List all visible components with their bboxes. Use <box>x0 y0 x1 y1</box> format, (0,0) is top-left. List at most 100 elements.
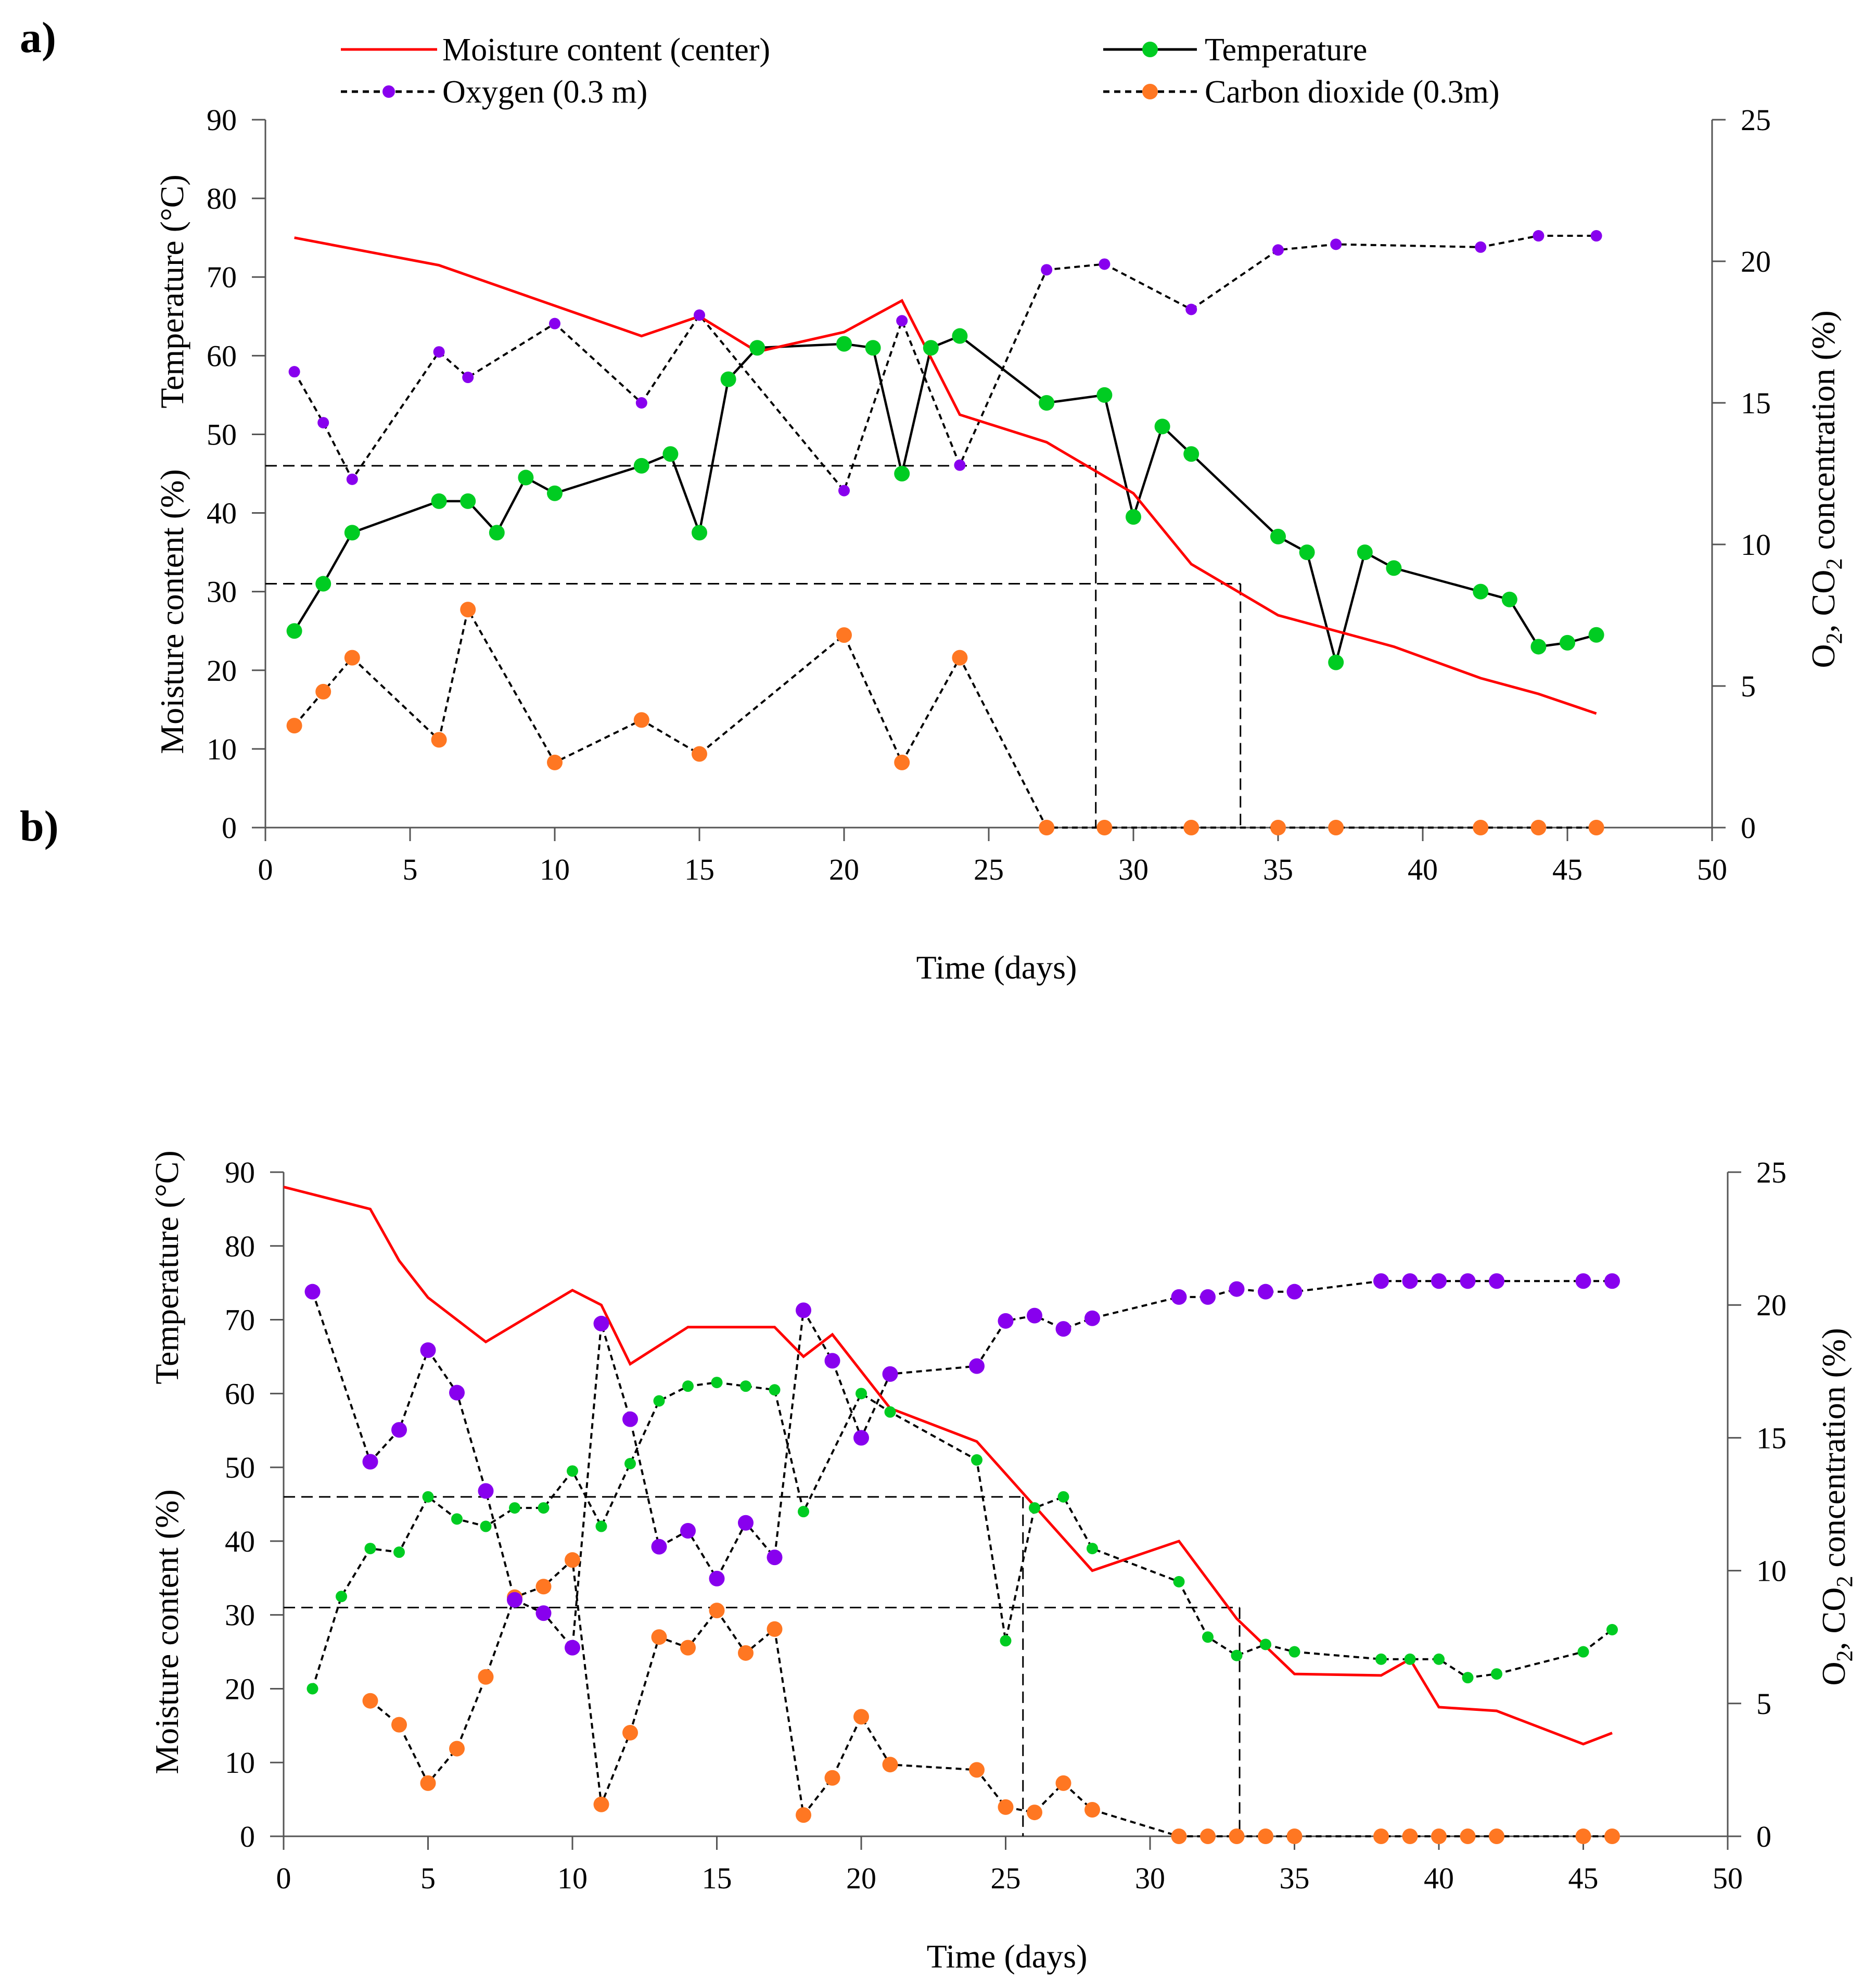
x-tick-label: 35 <box>1263 853 1293 886</box>
temperature-point <box>344 525 360 541</box>
temperature-point <box>1299 544 1315 561</box>
y-right-tick-label: 10 <box>1756 1554 1786 1588</box>
y-left-tick-label: 70 <box>225 1303 255 1337</box>
temperature-point <box>769 1384 781 1396</box>
oxygen-point <box>288 366 300 378</box>
y-left-tick-label: 90 <box>225 1155 255 1189</box>
x-tick-label: 5 <box>420 1861 436 1895</box>
temperature-point <box>1260 1639 1271 1650</box>
co2-point <box>1575 1828 1591 1844</box>
co2-line <box>293 606 1597 829</box>
x-tick-label: 0 <box>258 853 273 886</box>
oxygen-point <box>1330 238 1342 250</box>
oxygen-point <box>1055 1321 1071 1337</box>
temperature-point <box>431 493 447 509</box>
co2-point <box>1489 1828 1504 1844</box>
oxygen-point <box>1460 1273 1476 1289</box>
y-left-tick-label: 80 <box>207 182 237 215</box>
panel-b-tick-labels: 0 10 20 30 40 50 60 70 80 90 0 5 10 15 20 25 0 5 10 15 20 25 3… <box>225 1155 1786 1895</box>
y-right-tick-label: 10 <box>1741 528 1771 562</box>
oxygen-point <box>549 318 560 329</box>
co2-point <box>1055 1775 1071 1791</box>
co2-point <box>709 1603 725 1619</box>
oxygen-point <box>1590 230 1602 242</box>
oxygen-point <box>1575 1273 1591 1289</box>
temperature-point <box>1202 1631 1214 1643</box>
oxygen-point <box>838 485 850 497</box>
panel-b-ylabel-right: O2, CO2 concentration (%) <box>1815 1328 1857 1685</box>
temperature-point <box>1154 418 1170 435</box>
co2-point <box>1431 1828 1447 1844</box>
x-tick-label: 20 <box>846 1861 876 1895</box>
temperature-point <box>1231 1649 1243 1661</box>
temperature-point <box>624 1458 636 1470</box>
y-right-tick-label: 5 <box>1741 669 1756 703</box>
oxygen-point <box>1084 1310 1100 1326</box>
temperature-point <box>662 446 679 462</box>
co2-point <box>1473 820 1489 835</box>
y-left-tick-label: 70 <box>207 260 237 294</box>
temperature-point <box>1530 639 1547 655</box>
temperature-point <box>286 623 302 639</box>
temperature-point <box>480 1520 492 1532</box>
panel-a-axes <box>252 119 1726 841</box>
y-left-tick-label: 0 <box>222 811 237 845</box>
oxygen-point <box>709 1570 725 1586</box>
temperature-point <box>1096 387 1113 403</box>
oxygen-point <box>449 1385 465 1401</box>
temperature-point <box>740 1380 751 1392</box>
oxygen-point <box>954 459 966 471</box>
co2-point <box>738 1645 754 1661</box>
temperature-point <box>884 1406 896 1418</box>
legend-co2-label: Carbon dioxide (0.3m) <box>1205 74 1500 110</box>
temperature-line <box>311 1381 1613 1689</box>
y-left-tick-label: 90 <box>207 103 237 137</box>
temperature-point <box>538 1502 550 1514</box>
oxygen-point <box>1185 303 1197 315</box>
co2-point <box>478 1669 494 1685</box>
oxygen-point <box>796 1302 811 1318</box>
legend-oxygen-marker <box>382 85 395 98</box>
oxygen-point <box>433 346 445 358</box>
temperature-point <box>653 1395 665 1407</box>
temperature-point <box>1606 1624 1618 1636</box>
oxygen-point <box>969 1358 985 1374</box>
y-left-tick-label: 60 <box>225 1377 255 1411</box>
temperature-point <box>1462 1672 1474 1684</box>
y-left-tick-label: 0 <box>240 1820 255 1853</box>
oxygen-point <box>391 1422 407 1438</box>
panel-a-ylabel-temperature: Temperature (°C) <box>154 174 190 408</box>
oxygen-point <box>1027 1307 1042 1324</box>
co2-point <box>1258 1828 1273 1844</box>
co2-point <box>1604 1828 1620 1844</box>
temperature-point <box>1473 583 1489 600</box>
co2-point <box>622 1724 638 1741</box>
x-tick-label: 40 <box>1424 1861 1454 1895</box>
oxygen-point <box>767 1550 783 1566</box>
co2-point <box>1373 1828 1389 1844</box>
x-tick-label: 0 <box>276 1861 291 1895</box>
x-tick-label: 15 <box>702 1861 732 1895</box>
x-tick-label: 45 <box>1568 1861 1599 1895</box>
temperature-point <box>836 336 852 352</box>
co2-point <box>633 712 649 728</box>
moisture-line <box>294 236 1597 715</box>
y-right-tick-label: 20 <box>1741 245 1771 278</box>
oxygen-point <box>1229 1281 1245 1297</box>
temperature-point <box>1270 528 1286 544</box>
temperature-point <box>633 458 649 474</box>
y-left-tick-label: 10 <box>207 732 237 766</box>
oxygen-point <box>1171 1289 1187 1305</box>
temperature-point <box>567 1465 578 1477</box>
co2-point <box>651 1629 667 1645</box>
co2-point <box>1402 1828 1418 1844</box>
oxygen-point <box>635 397 647 409</box>
panel-a-ylabel-moisture: Moisture content (%) <box>154 469 190 754</box>
co2-point <box>969 1762 985 1778</box>
co2-point <box>1084 1801 1100 1818</box>
co2-point <box>535 1579 552 1595</box>
x-tick-label: 25 <box>991 1861 1021 1895</box>
x-tick-label: 50 <box>1713 1861 1743 1895</box>
co2-point <box>1460 1828 1476 1844</box>
